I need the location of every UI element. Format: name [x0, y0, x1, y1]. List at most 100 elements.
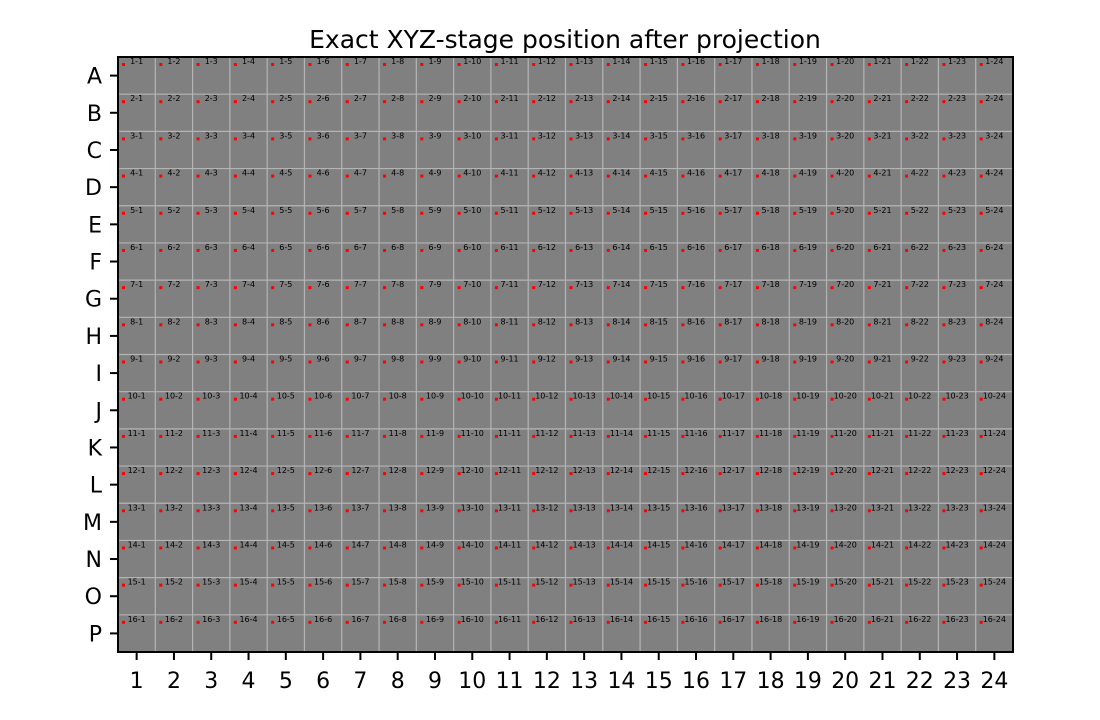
well-label: 6-17: [724, 243, 742, 252]
well-label: 3-4: [242, 131, 255, 140]
well-point: [644, 174, 648, 178]
well-label: 8-21: [873, 317, 891, 326]
well-label: 14-18: [759, 540, 782, 549]
well-point: [905, 63, 909, 66]
well-point: [830, 546, 834, 550]
well-point: [867, 472, 871, 476]
well-label: 16-15: [647, 615, 670, 624]
well-point: [383, 509, 387, 513]
well-label: 2-1: [130, 94, 143, 103]
well-point: [830, 211, 834, 215]
well-point: [830, 509, 834, 513]
well-label: 7-1: [130, 280, 143, 289]
well-label: 12-1: [128, 466, 146, 475]
well-label: 2-5: [279, 94, 292, 103]
y-tick-label: L: [90, 474, 103, 499]
well-label: 10-24: [983, 392, 1006, 401]
well-point: [830, 63, 834, 66]
well-label: 6-1: [130, 243, 143, 252]
well-label: 8-8: [391, 317, 404, 326]
well-point: [196, 434, 200, 438]
well-label: 1-2: [167, 57, 180, 66]
well-point: [308, 211, 312, 215]
well-label: 13-11: [498, 503, 521, 512]
x-tick-label: 11: [496, 669, 524, 694]
well-label: 6-2: [167, 243, 180, 252]
well-label: 8-22: [911, 317, 929, 326]
well-point: [233, 100, 237, 104]
well-label: 7-12: [538, 280, 556, 289]
well-point: [159, 472, 163, 476]
well-point: [830, 472, 834, 476]
well-label: 4-21: [873, 169, 891, 178]
well-point: [233, 583, 237, 587]
well-label: 10-10: [461, 392, 484, 401]
well-point: [681, 397, 685, 401]
well-point: [755, 472, 759, 476]
well-label: 6-13: [575, 243, 593, 252]
well-point: [196, 174, 200, 178]
well-label: 12-2: [165, 466, 183, 475]
well-label: 10-1: [128, 392, 146, 401]
y-tick-label: F: [89, 251, 102, 276]
well-point: [569, 211, 573, 215]
well-point: [606, 360, 610, 364]
well-label: 6-8: [391, 243, 404, 252]
well-label: 7-22: [911, 280, 929, 289]
y-tick-label: I: [96, 362, 103, 387]
well-point: [755, 100, 759, 104]
well-point: [979, 620, 983, 624]
x-tick-label: 14: [607, 669, 635, 694]
x-tick-label: 23: [943, 669, 971, 694]
well-point: [681, 360, 685, 364]
well-label: 12-24: [983, 466, 1006, 475]
well-label: 16-21: [871, 615, 894, 624]
well-label: 7-18: [762, 280, 780, 289]
well-point: [681, 248, 685, 252]
well-label: 4-9: [428, 169, 441, 178]
well-label: 5-20: [836, 206, 854, 215]
well-point: [122, 100, 125, 104]
well-label: 5-21: [873, 206, 891, 215]
well-label: 15-18: [759, 578, 782, 587]
well-label: 6-23: [948, 243, 966, 252]
well-label: 13-20: [834, 503, 857, 512]
well-point: [569, 583, 573, 587]
well-point: [830, 360, 834, 364]
well-label: 15-6: [314, 578, 332, 587]
well-label: 1-20: [836, 57, 854, 66]
well-label: 14-7: [351, 540, 369, 549]
well-point: [979, 211, 983, 215]
well-label: 16-4: [239, 615, 257, 624]
well-label: 3-20: [836, 131, 854, 140]
well-label: 2-8: [391, 94, 404, 103]
well-label: 15-15: [647, 578, 670, 587]
well-label: 13-18: [759, 503, 782, 512]
well-point: [122, 286, 125, 290]
well-label: 10-6: [314, 392, 332, 401]
well-label: 5-1: [130, 206, 143, 215]
well-label: 8-9: [428, 317, 441, 326]
well-point: [420, 434, 424, 438]
well-label: 15-16: [684, 578, 707, 587]
y-tick-label: C: [87, 139, 102, 164]
well-point: [271, 583, 275, 587]
well-point: [420, 211, 424, 215]
well-point: [122, 546, 125, 550]
well-label: 12-17: [722, 466, 745, 475]
well-point: [122, 509, 125, 513]
well-point: [345, 472, 349, 476]
well-point: [606, 100, 610, 104]
well-point: [196, 509, 200, 513]
well-label: 16-9: [426, 615, 444, 624]
well-label: 14-12: [535, 540, 558, 549]
grid-lines: [118, 57, 1013, 652]
well-label: 12-20: [834, 466, 857, 475]
well-label: 13-9: [426, 503, 444, 512]
well-point: [793, 434, 797, 438]
well-point: [793, 63, 797, 66]
well-point: [569, 397, 573, 401]
well-point: [979, 174, 983, 178]
well-point: [196, 546, 200, 550]
well-point: [308, 137, 312, 141]
